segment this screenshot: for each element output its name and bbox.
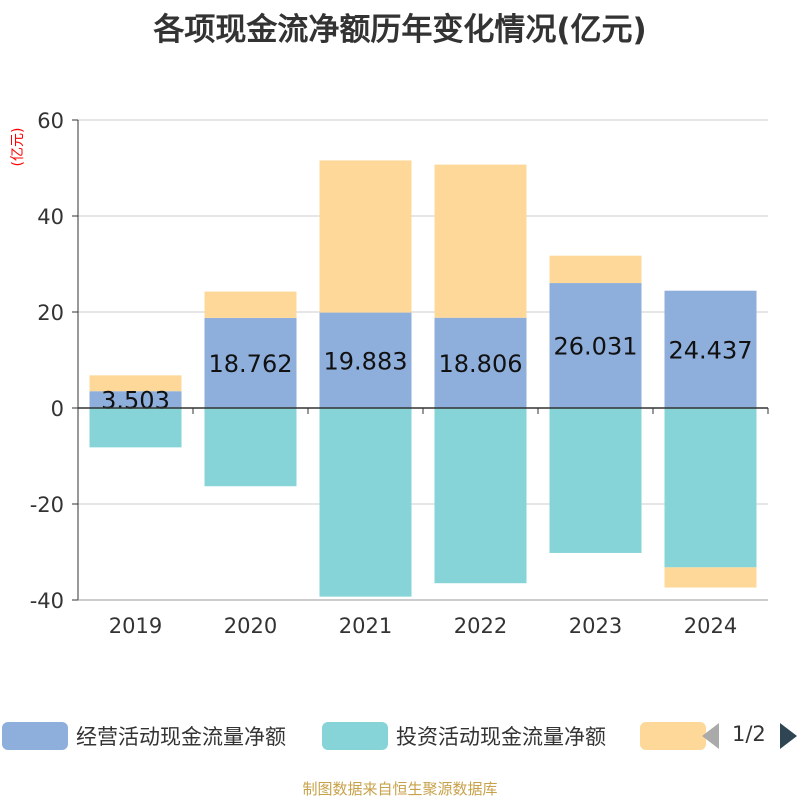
legend-label-investing: 投资活动现金流量净额: [396, 725, 606, 749]
x-tick-label: 2019: [109, 614, 162, 638]
legend-label-operating: 经营活动现金流量净额: [76, 725, 286, 749]
y-tick-label: 20: [37, 301, 64, 325]
legend-item-investing[interactable]: 投资活动现金流量净额: [322, 716, 606, 756]
bar-operating: [434, 317, 527, 408]
y-tick-label: -20: [30, 493, 64, 517]
bar-value-label: 24.437: [669, 336, 753, 364]
bar-investing: [434, 408, 527, 584]
legend-item-operating[interactable]: 经营活动现金流量净额: [2, 716, 286, 756]
bar-investing: [664, 408, 757, 568]
x-tick-label: 2022: [454, 614, 507, 638]
x-tick-label: 2024: [684, 614, 737, 638]
legend-swatch-financing: [640, 722, 706, 750]
bar-operating: [664, 290, 757, 408]
y-tick-label: 60: [37, 109, 64, 133]
bar-value-label: 3.503: [101, 387, 170, 415]
x-tick-label: 2020: [224, 614, 277, 638]
bar-operating: [319, 312, 412, 408]
legend-swatch-operating: [2, 722, 68, 750]
chart-canvas: -40 -20 0 20 40 60 (亿元) 3.503 18.762 19.883 18.806…: [10, 109, 769, 638]
bar-operating: [89, 391, 182, 408]
bar-financing: [434, 164, 527, 318]
y-tick-label: 0: [51, 397, 64, 421]
bar-financing: [89, 375, 182, 392]
bar-value-label: 19.883: [324, 347, 408, 375]
y-tick-label: -40: [30, 589, 64, 613]
bar-value-label: 18.806: [439, 350, 523, 378]
bar-financing: [204, 291, 297, 318]
bar-financing: [549, 255, 642, 284]
chart-title: 各项现金流净额历年变化情况(亿元): [153, 12, 647, 48]
y-axis-label: (亿元): [10, 128, 26, 167]
bar-investing: [204, 408, 297, 487]
bar-investing: [89, 408, 182, 448]
y-tick-label: 40: [37, 205, 64, 229]
legend-page-indicator: 1/2: [732, 722, 766, 746]
bar-value-label: 26.031: [554, 333, 638, 361]
bar-value-label: 18.762: [209, 350, 293, 378]
legend-pager: 1/2: [700, 716, 800, 756]
bar-investing: [319, 408, 412, 597]
bar-operating: [549, 283, 642, 408]
data-source-note: 制图数据来自恒生聚源数据库: [302, 780, 498, 798]
legend-swatch-investing: [322, 722, 388, 750]
x-tick-label: 2023: [569, 614, 622, 638]
legend-next-page-icon[interactable]: [780, 723, 797, 749]
bar-financing: [319, 160, 412, 313]
x-tick-label: 2021: [339, 614, 392, 638]
bar-financing: [664, 567, 757, 588]
legend-prev-page-icon[interactable]: [702, 723, 719, 749]
legend: 经营活动现金流量净额 投资活动现金流量净额: [0, 716, 800, 756]
bar-investing: [549, 408, 642, 553]
bar-operating: [204, 317, 297, 408]
legend-item-financing[interactable]: [640, 716, 706, 756]
